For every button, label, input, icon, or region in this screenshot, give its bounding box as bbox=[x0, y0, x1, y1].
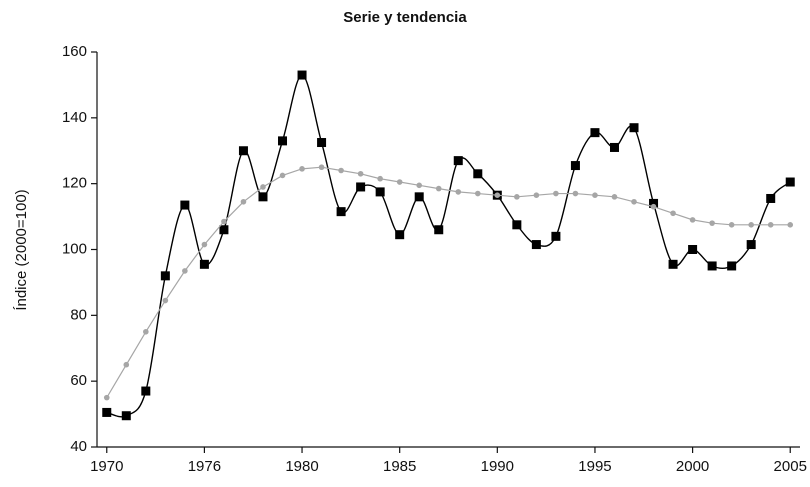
marker bbox=[182, 268, 188, 274]
marker bbox=[258, 192, 268, 202]
x-tick-label: 2000 bbox=[676, 458, 709, 475]
y-tick-label: 140 bbox=[62, 109, 87, 126]
marker bbox=[670, 210, 676, 217]
x-tick-label: 2005 bbox=[774, 458, 807, 475]
marker bbox=[570, 161, 580, 171]
marker bbox=[414, 192, 424, 202]
marker bbox=[514, 194, 520, 200]
marker bbox=[201, 241, 208, 248]
marker bbox=[221, 218, 227, 225]
marker bbox=[629, 123, 639, 133]
marker bbox=[453, 156, 463, 166]
marker bbox=[553, 190, 559, 197]
marker bbox=[512, 220, 522, 230]
marker bbox=[318, 164, 325, 171]
marker bbox=[377, 175, 383, 182]
marker bbox=[317, 138, 327, 148]
x-tick-label: 1980 bbox=[285, 458, 318, 475]
marker bbox=[572, 190, 579, 197]
marker bbox=[766, 193, 776, 203]
marker bbox=[395, 230, 405, 240]
marker bbox=[297, 70, 307, 80]
y-tick-label: 100 bbox=[62, 240, 87, 257]
marker bbox=[709, 220, 715, 226]
marker bbox=[357, 170, 364, 177]
series-line bbox=[106, 74, 791, 418]
marker bbox=[143, 328, 149, 335]
marker bbox=[531, 240, 541, 250]
marker bbox=[668, 259, 678, 269]
marker bbox=[727, 261, 737, 271]
marker bbox=[785, 177, 795, 187]
marker bbox=[590, 128, 600, 138]
marker bbox=[396, 179, 403, 185]
marker bbox=[103, 394, 110, 401]
marker bbox=[650, 203, 657, 210]
marker bbox=[102, 407, 112, 417]
y-axis-label: Índice (2000=100) bbox=[13, 189, 30, 310]
marker bbox=[474, 190, 481, 197]
marker bbox=[435, 185, 442, 192]
marker bbox=[123, 361, 130, 368]
marker bbox=[356, 182, 366, 192]
marker bbox=[299, 166, 305, 172]
marker bbox=[279, 172, 286, 179]
marker bbox=[787, 222, 794, 228]
marker bbox=[162, 297, 169, 304]
y-tick-label: 40 bbox=[70, 438, 87, 455]
y-tick-label: 80 bbox=[70, 306, 87, 323]
marker bbox=[121, 411, 131, 421]
y-tick-label: 120 bbox=[62, 175, 87, 192]
marker bbox=[746, 240, 756, 250]
marker bbox=[434, 225, 444, 235]
marker bbox=[592, 192, 598, 198]
marker bbox=[748, 222, 754, 228]
marker bbox=[688, 245, 698, 254]
marker bbox=[473, 169, 483, 179]
marker bbox=[375, 187, 385, 197]
marker bbox=[689, 217, 696, 223]
marker bbox=[260, 184, 266, 190]
y-tick-label: 60 bbox=[70, 372, 87, 389]
marker bbox=[631, 198, 637, 205]
marker bbox=[240, 198, 247, 205]
x-tick-label: 1985 bbox=[383, 458, 416, 475]
y-tick-label: 160 bbox=[62, 43, 87, 60]
x-tick-label: 1976 bbox=[188, 458, 221, 475]
marker bbox=[278, 136, 288, 146]
x-tick-label: 1990 bbox=[481, 458, 514, 475]
chart-title: Serie y tendencia bbox=[343, 9, 467, 26]
x-tick-label: 1970 bbox=[90, 458, 123, 475]
marker bbox=[338, 167, 344, 174]
marker bbox=[141, 386, 151, 396]
marker bbox=[416, 182, 423, 189]
marker bbox=[551, 231, 561, 241]
marker bbox=[609, 142, 619, 152]
marker bbox=[199, 259, 209, 269]
marker bbox=[707, 261, 717, 271]
marker bbox=[336, 207, 346, 217]
series-line bbox=[106, 166, 791, 398]
marker bbox=[611, 194, 618, 200]
marker bbox=[649, 198, 659, 208]
marker bbox=[533, 192, 540, 198]
marker bbox=[160, 271, 170, 281]
marker bbox=[767, 222, 774, 228]
marker bbox=[728, 222, 735, 228]
marker bbox=[455, 189, 462, 195]
x-tick-label: 1995 bbox=[578, 458, 611, 475]
marker bbox=[180, 200, 190, 210]
marker bbox=[494, 192, 501, 198]
marker bbox=[219, 225, 229, 235]
marker bbox=[238, 146, 248, 156]
